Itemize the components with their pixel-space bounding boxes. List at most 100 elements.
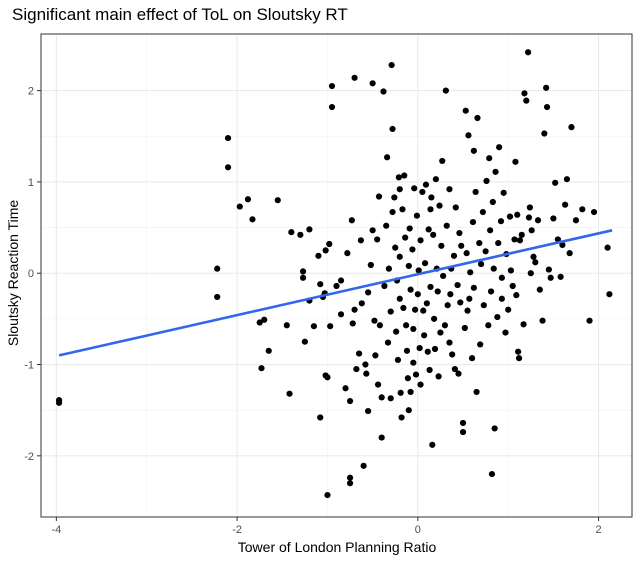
data-point bbox=[421, 332, 428, 339]
data-point bbox=[342, 385, 349, 392]
data-point bbox=[498, 274, 505, 281]
data-point bbox=[387, 395, 394, 402]
data-point bbox=[349, 320, 356, 327]
data-point bbox=[389, 208, 396, 216]
data-point bbox=[514, 211, 521, 218]
data-point bbox=[492, 168, 499, 175]
data-point bbox=[299, 268, 307, 275]
data-point bbox=[337, 311, 345, 318]
chart-title: Significant main effect of ToL on Slouts… bbox=[12, 5, 348, 24]
data-point bbox=[473, 388, 480, 396]
data-point bbox=[348, 217, 355, 224]
y-tick-label: 1 bbox=[28, 177, 34, 189]
data-point bbox=[498, 295, 505, 302]
data-point bbox=[224, 134, 232, 142]
data-point bbox=[410, 325, 417, 333]
data-point bbox=[439, 157, 446, 165]
data-point bbox=[301, 338, 308, 345]
data-point bbox=[346, 474, 354, 481]
data-point bbox=[515, 348, 522, 355]
data-point bbox=[412, 371, 420, 378]
data-point bbox=[463, 250, 470, 257]
data-point bbox=[410, 359, 417, 366]
data-point bbox=[497, 218, 505, 225]
data-point bbox=[447, 291, 454, 298]
data-point bbox=[516, 237, 524, 244]
data-point bbox=[562, 201, 569, 208]
data-point bbox=[265, 347, 272, 354]
data-point bbox=[400, 304, 407, 312]
data-point bbox=[396, 295, 403, 302]
data-point bbox=[474, 114, 481, 122]
data-point bbox=[401, 172, 408, 179]
data-point bbox=[256, 319, 263, 326]
data-point bbox=[407, 286, 414, 293]
data-point bbox=[421, 260, 429, 267]
data-point bbox=[383, 222, 390, 229]
data-point bbox=[363, 370, 370, 377]
minor-gridlines bbox=[41, 34, 632, 517]
data-point bbox=[328, 103, 336, 111]
data-point bbox=[409, 246, 416, 253]
data-point bbox=[536, 286, 543, 293]
data-point bbox=[406, 225, 413, 232]
data-point bbox=[367, 261, 374, 269]
data-point bbox=[376, 322, 383, 329]
data-point bbox=[317, 281, 324, 288]
data-point bbox=[375, 193, 383, 200]
data-point bbox=[297, 231, 304, 238]
data-point bbox=[326, 240, 333, 248]
data-point bbox=[236, 203, 243, 210]
data-point bbox=[472, 188, 479, 196]
y-tick-label: -2 bbox=[24, 451, 34, 463]
data-point bbox=[407, 388, 414, 396]
data-point bbox=[464, 307, 471, 314]
data-point bbox=[488, 470, 496, 478]
data-point bbox=[306, 226, 313, 233]
data-point bbox=[346, 480, 354, 487]
data-point bbox=[431, 345, 439, 353]
data-point bbox=[344, 250, 351, 257]
data-point bbox=[346, 397, 354, 405]
data-point bbox=[214, 293, 221, 301]
data-point bbox=[470, 147, 477, 154]
data-point bbox=[572, 217, 580, 224]
data-point bbox=[523, 97, 530, 104]
data-point bbox=[552, 179, 559, 186]
data-point bbox=[55, 399, 63, 406]
panel-border bbox=[40, 33, 633, 518]
data-point bbox=[360, 462, 367, 469]
data-point bbox=[417, 237, 424, 244]
data-point bbox=[479, 208, 486, 216]
data-point bbox=[432, 176, 440, 183]
data-point bbox=[365, 407, 372, 415]
data-point bbox=[396, 186, 403, 193]
data-point bbox=[351, 74, 358, 81]
data-point bbox=[606, 291, 613, 298]
data-point bbox=[470, 284, 477, 291]
y-axis-ticks: -2 -1 0 1 2 bbox=[24, 86, 41, 463]
data-point bbox=[420, 307, 427, 314]
y-tick-label: -1 bbox=[24, 360, 34, 372]
data-point bbox=[452, 204, 459, 211]
data-point bbox=[539, 317, 546, 324]
data-point bbox=[387, 308, 394, 315]
data-point bbox=[333, 282, 340, 290]
data-point bbox=[530, 253, 537, 260]
data-point bbox=[402, 322, 410, 329]
data-point bbox=[428, 194, 435, 201]
data-point bbox=[443, 222, 450, 229]
data-point bbox=[545, 266, 552, 273]
data-point bbox=[414, 291, 421, 298]
data-point bbox=[480, 302, 487, 309]
data-point bbox=[500, 189, 507, 196]
x-tick-label: 2 bbox=[596, 524, 602, 536]
data-point bbox=[427, 283, 434, 291]
data-point bbox=[351, 306, 358, 313]
regression-line bbox=[58, 229, 613, 357]
data-point bbox=[324, 491, 331, 499]
data-point bbox=[507, 267, 515, 274]
data-point bbox=[458, 242, 465, 249]
data-point bbox=[462, 107, 469, 114]
